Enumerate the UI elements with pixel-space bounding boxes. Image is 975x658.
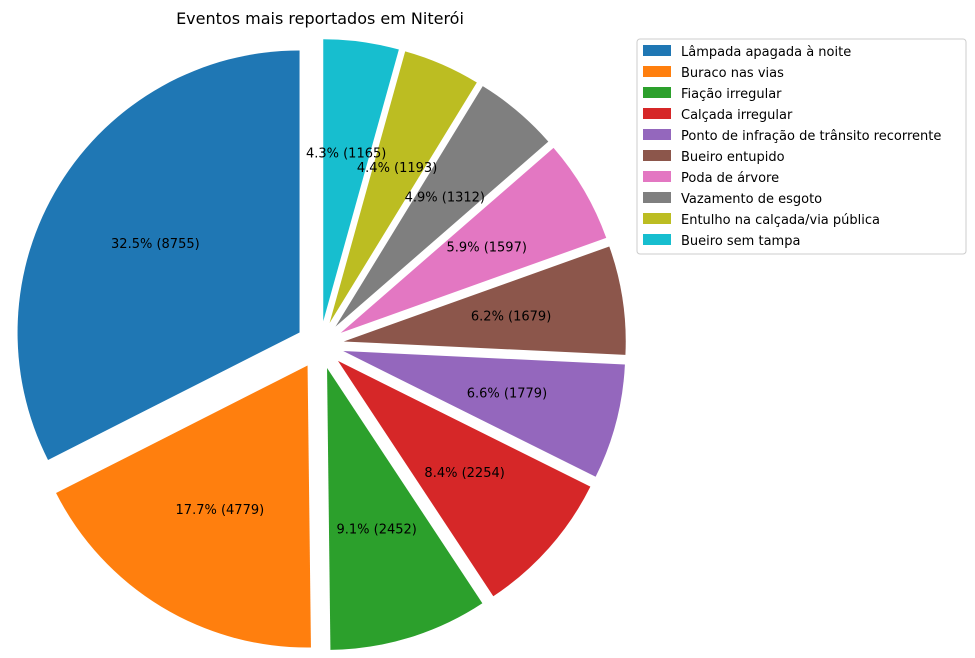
pie-slice-buraco-nas-vias — [56, 365, 311, 648]
legend-label-ponto-de-infracao-de-transito-recorrente: Ponto de infração de trânsito recorrente — [681, 129, 941, 144]
legend: Lâmpada apagada à noite Buraco nas vias Fi… — [636, 38, 967, 255]
pie-slice-calcada-irregular — [337, 360, 591, 597]
slice-label-calcada-irregular: 8.4% (2254) — [424, 466, 504, 481]
slice-label-fiacao-irregular: 9.1% (2452) — [336, 523, 416, 538]
pie-slice-entulho-na-calcada-via-publica — [329, 51, 477, 323]
legend-label-poda-de-arvore: Poda de árvore — [681, 171, 779, 186]
slice-label-ponto-de-infracao-de-transito-recorrente: 6.6% (1779) — [467, 387, 547, 402]
legend-swatch-bueiro-sem-tampa — [643, 234, 671, 245]
legend-swatch-calcada-irregular — [643, 108, 671, 119]
legend-label-calcada-irregular: Calçada irregular — [681, 108, 793, 123]
slice-label-buraco-nas-vias: 17.7% (4779) — [176, 503, 265, 518]
legend-label-bueiro-entupido: Bueiro entupido — [681, 150, 785, 165]
slice-label-bueiro-sem-tampa: 4.3% (1165) — [306, 147, 386, 162]
pie-slice-fiacao-irregular — [327, 367, 483, 650]
legend-swatch-ponto-de-infracao-de-transito-recorrente — [643, 129, 671, 140]
slice-label-entulho-na-calcada-via-publica: 4.4% (1193) — [357, 161, 437, 176]
legend-label-vazamento-de-esgoto: Vazamento de esgoto — [681, 192, 822, 207]
legend-label-bueiro-sem-tampa: Bueiro sem tampa — [681, 234, 800, 249]
legend-label-buraco-nas-vias: Buraco nas vias — [681, 66, 784, 81]
slice-label-bueiro-entupido: 6.2% (1679) — [471, 310, 551, 325]
legend-swatch-entulho-na-calcada-via-publica — [643, 213, 671, 224]
legend-swatch-poda-de-arvore — [643, 171, 671, 182]
legend-label-lampada-apagada-a-noite: Lâmpada apagada à noite — [681, 45, 851, 60]
pie-slices — [17, 39, 626, 650]
pie-slice-poda-de-arvore — [340, 147, 607, 333]
legend-label-fiacao-irregular: Fiação irregular — [681, 87, 782, 102]
pie-slice-ponto-de-infracao-de-transito-recorrente — [343, 351, 625, 477]
legend-swatch-fiacao-irregular — [643, 87, 671, 98]
slice-label-lampada-apagada-a-noite: 32.5% (8755) — [111, 237, 200, 252]
legend-frame — [636, 38, 967, 255]
slice-label-poda-de-arvore: 5.9% (1597) — [447, 240, 527, 255]
chart-title: Eventos mais reportados em Niterói — [176, 9, 464, 28]
pie-slice-bueiro-sem-tampa — [323, 39, 399, 322]
slice-labels: 32.5% (8755) 17.7% (4779) 9.1% (2452) 8.4% … — [111, 147, 551, 538]
legend-swatch-bueiro-entupido — [643, 150, 671, 161]
pie-slice-lampada-apagada-a-noite — [17, 50, 300, 460]
legend-swatch-buraco-nas-vias — [643, 66, 671, 77]
legend-swatch-vazamento-de-esgoto — [643, 192, 671, 203]
slice-label-vazamento-de-esgoto: 4.9% (1312) — [405, 191, 485, 206]
pie-slice-bueiro-entupido — [343, 246, 626, 355]
legend-label-entulho-na-calcada-via-publica: Entulho na calçada/via pública — [681, 213, 880, 228]
pie-slice-vazamento-de-esgoto — [335, 86, 549, 327]
legend-swatch-lampada-apagada-a-noite — [643, 45, 671, 56]
